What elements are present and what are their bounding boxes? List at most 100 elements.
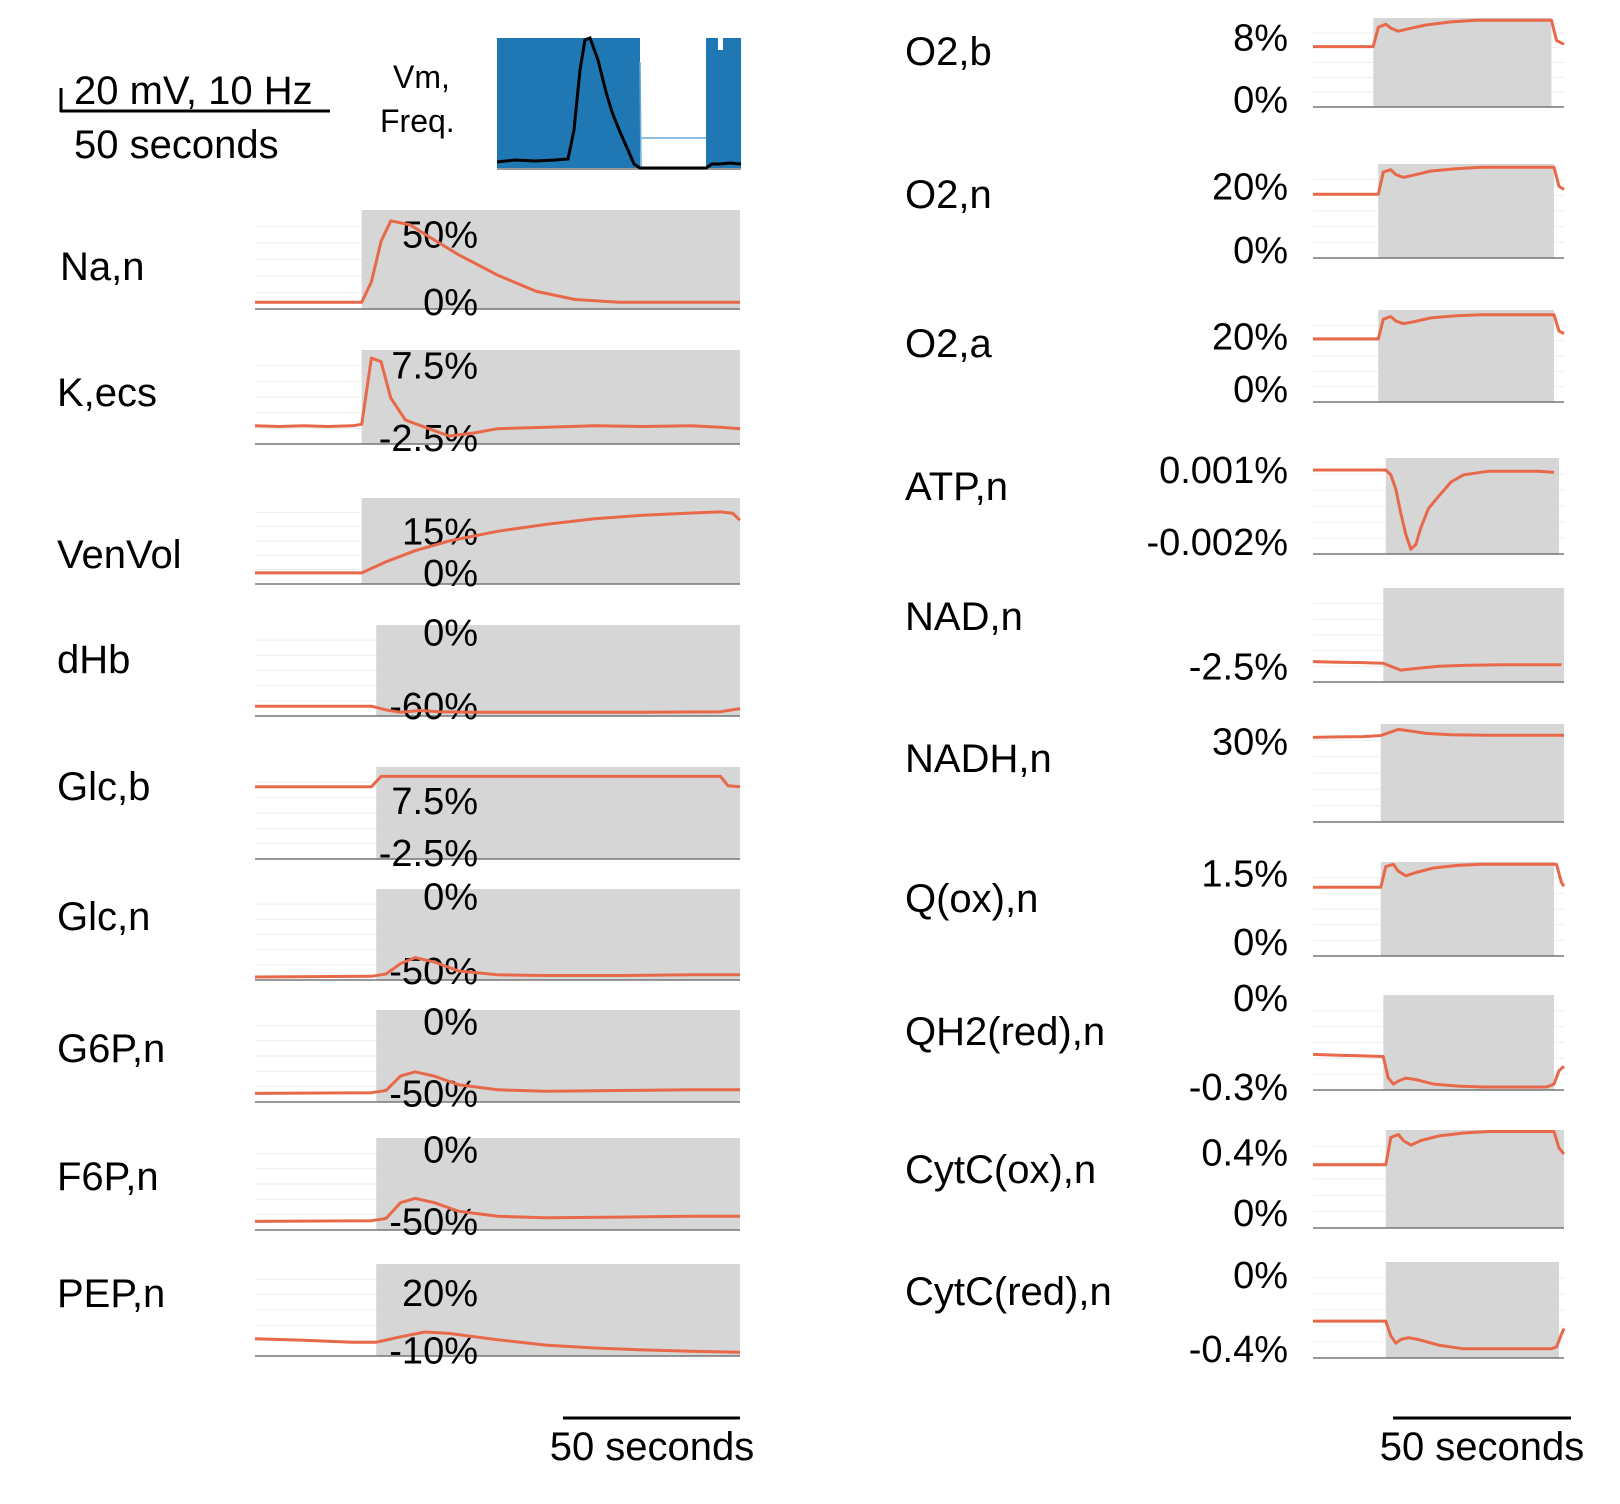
scale-label-voltage-frequency: 20 mV, 10 Hz <box>74 69 313 113</box>
right-column: O2,b 8% 0% O2,n 20% 0% O2,a 20% 0% ATP,n 0.001%… <box>905 17 1566 1371</box>
row-o2-a: O2,a 20% 0% <box>905 310 1565 411</box>
label-nadh-n: NADH,n <box>905 737 1052 781</box>
stimulus-region-o2-b <box>1373 18 1552 107</box>
row-k-ecs: K,ecs 7.5% -2.5% <box>57 345 741 460</box>
tick-label-na-n-0: 50% <box>402 214 478 256</box>
tick-label-venvol-1: 0% <box>423 553 478 595</box>
stimulus-region-f6p-n <box>376 1138 740 1230</box>
row-na-n: Na,n 50% 0% <box>60 210 740 324</box>
tick-label-glc-b-0: 7.5% <box>391 781 478 823</box>
trace-qh2-red-n <box>1312 1052 1565 1089</box>
stimulus-region-o2-n <box>1378 164 1554 258</box>
stimulus-region-glc-n <box>376 889 740 980</box>
tick-label-glc-b-1: -2.5% <box>379 833 478 875</box>
tick-label-dhb-0: 0% <box>423 612 478 654</box>
tick-label-q-ox-n-1: 0% <box>1233 922 1288 964</box>
label-cytc-ox-n: CytC(ox),n <box>905 1148 1096 1192</box>
trace-venvol <box>255 510 742 575</box>
tick-label-o2-b-0: 8% <box>1233 17 1288 59</box>
scale-bar-bottom-right: 50 seconds <box>1380 1416 1585 1469</box>
tick-label-k-ecs-0: 7.5% <box>391 345 478 387</box>
vm-notch <box>718 38 723 50</box>
trace-o2-b <box>1313 18 1565 49</box>
trace-nad-n <box>1312 660 1562 672</box>
vm-freq-panel: Vm, Freq. <box>380 36 742 170</box>
tick-label-venvol-0: 15% <box>402 511 478 553</box>
row-glc-n: Glc,n 0%-50% <box>57 876 740 993</box>
tick-label-k-ecs-1: -2.5% <box>379 418 478 460</box>
tick-label-cytc-ox-n-0: 0.4% <box>1201 1133 1288 1175</box>
scale-label-bottom-right: 50 seconds <box>1380 1425 1585 1469</box>
tick-label-cytc-ox-n-1: 0% <box>1233 1193 1288 1235</box>
tick-label-o2-n-0: 20% <box>1212 166 1288 208</box>
tick-label-f6p-n-1: -50% <box>389 1201 478 1243</box>
row-cytc-red-n: CytC(red),n 0% -0.4% <box>905 1255 1566 1371</box>
trace-atp-n <box>1313 468 1555 551</box>
label-na-n: Na,n <box>60 245 145 289</box>
tick-label-pep-n-0: 20% <box>402 1273 478 1315</box>
tick-label-g6p-n-1: -50% <box>389 1073 478 1115</box>
trace-cytc-red-n <box>1313 1319 1566 1351</box>
stimulus-region-nadh-n <box>1380 724 1564 822</box>
stimulus-region-q-ox-n <box>1380 862 1554 956</box>
label-pep-n: PEP,n <box>57 1272 165 1316</box>
scale-legend-top-left: 20 mV, 10 Hz 50 seconds <box>59 69 330 167</box>
stimulus-region-qh2-red-n <box>1383 995 1554 1090</box>
vm-spike-band-2 <box>706 38 741 168</box>
row-f6p-n: F6P,n 0% -50% <box>57 1130 740 1243</box>
row-venvol: VenVol 15%0% <box>57 498 742 595</box>
tick-label-atp-n-1: -0.002% <box>1146 522 1288 564</box>
scale-label-bottom-left: 50 seconds <box>550 1425 755 1469</box>
trace-cytc-ox-n <box>1313 1130 1566 1167</box>
tick-label-o2-a-0: 20% <box>1212 316 1288 358</box>
tick-label-q-ox-n-0: 1.5% <box>1201 853 1288 895</box>
scale-bar-bottom-left: 50 seconds <box>550 1416 755 1469</box>
label-g6p-n: G6P,n <box>57 1027 165 1071</box>
trace-nadh-n <box>1312 727 1564 739</box>
trace-glc-b <box>255 774 741 789</box>
vm-spike-band-1 <box>497 38 640 168</box>
tick-label-qh2-red-n-1: -0.3% <box>1189 1067 1288 1109</box>
row-glc-b: Glc,b 7.5% -2.5% <box>57 765 741 875</box>
row-o2-n: O2,n 20% 0% <box>905 164 1565 272</box>
stimulus-region-cytc-red-n <box>1385 1262 1559 1358</box>
tick-label-o2-n-1: 0% <box>1233 230 1288 272</box>
label-atp-n: ATP,n <box>905 465 1008 509</box>
tick-label-f6p-n-0: 0% <box>423 1130 478 1172</box>
row-pep-n: PEP,n 20%-10% <box>57 1264 741 1372</box>
tick-label-o2-a-1: 0% <box>1233 369 1288 411</box>
stimulus-region-glc-b <box>376 767 740 859</box>
trace-dhb <box>255 704 741 714</box>
trace-g6p-n <box>254 1070 740 1095</box>
tick-label-g6p-n-0: 0% <box>423 1002 478 1044</box>
row-cytc-ox-n: CytC(ox),n 0.4% 0% <box>905 1130 1566 1235</box>
trace-o2-n <box>1313 165 1565 196</box>
row-q-ox-n: Q(ox),n 1.5% 0% <box>905 853 1566 964</box>
label-dhb: dHb <box>57 638 130 682</box>
stimulus-region-cytc-ox-n <box>1385 1130 1564 1228</box>
row-g6p-n: G6P,n 0% -50% <box>57 1002 740 1115</box>
label-nad-n: NAD,n <box>905 595 1023 639</box>
label-venvol: VenVol <box>57 533 182 577</box>
stimulus-region-g6p-n <box>376 1010 740 1102</box>
row-nadh-n: NADH,n 30% <box>905 721 1564 823</box>
tick-label-cytc-red-n-0: 0% <box>1233 1255 1288 1297</box>
stimulus-region-o2-a <box>1378 310 1554 402</box>
stimulus-region-dhb <box>376 625 740 716</box>
trace-o2-a <box>1313 313 1565 341</box>
vm-label: Vm, <box>393 59 450 95</box>
row-o2-b: O2,b 8% 0% <box>905 17 1565 121</box>
label-glc-n: Glc,n <box>57 895 150 939</box>
label-f6p-n: F6P,n <box>57 1155 159 1199</box>
vm-baseline-left-edge <box>639 61 642 169</box>
label-qh2-red-n: QH2(red),n <box>905 1010 1105 1054</box>
scale-label-time-top: 50 seconds <box>74 123 279 167</box>
tick-label-na-n-1: 0% <box>423 282 478 324</box>
tick-label-o2-b-1: 0% <box>1233 79 1288 121</box>
label-o2-b: O2,b <box>905 30 992 74</box>
tick-label-atp-n-0: 0.001% <box>1159 450 1288 492</box>
stimulus-region-pep-n <box>376 1264 740 1356</box>
tick-label-dhb-1: -60% <box>389 686 478 728</box>
